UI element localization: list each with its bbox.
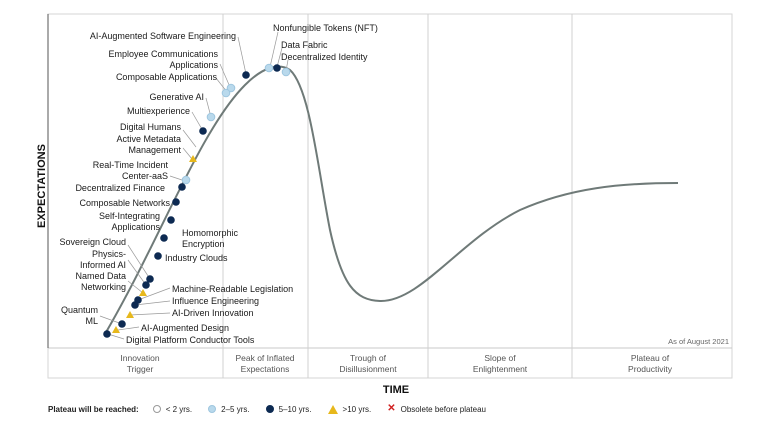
technology-labels: Nonfungible Tokens (NFT) Data Fabric Dec…: [59, 23, 377, 345]
marker-generative-ai[interactable]: [221, 88, 231, 98]
marker-real-time-incident[interactable]: [181, 175, 191, 185]
marker-multiexperience[interactable]: [206, 112, 216, 122]
label-physics-informed-2: Informed AI: [80, 260, 126, 270]
label-multiexperience: Multiexperience: [127, 106, 190, 116]
label-decentralized-finance: Decentralized Finance: [75, 183, 165, 193]
label-sovereign-cloud: Sovereign Cloud: [59, 237, 126, 247]
marker-influence-engineering[interactable]: [131, 301, 139, 309]
hype-curve: [104, 65, 679, 335]
label-ai-augmented-design: AI-Augmented Design: [141, 323, 229, 333]
label-digital-humans: Digital Humans: [120, 122, 182, 132]
label-active-metadata-2: Management: [128, 145, 181, 155]
legend-item-5-10: 5–10 yrs.: [265, 404, 312, 414]
phase-innovation-trigger-2: Trigger: [127, 364, 154, 374]
open-circle-icon: [152, 405, 161, 413]
as-of-note: As of August 2021: [668, 337, 729, 346]
marker-nft[interactable]: [264, 63, 274, 73]
phase-trough-2: Disillusionment: [339, 364, 397, 374]
label-self-integrating-1: Self-Integrating: [99, 211, 160, 221]
label-employee-communications-2: Applications: [169, 60, 218, 70]
label-homomorphic-1: Homomorphic: [182, 228, 239, 238]
marker-digital-platform-conductor[interactable]: [112, 326, 120, 333]
label-real-time-incident-1: Real-Time Incident: [93, 160, 169, 170]
marker-ai-augmented-design[interactable]: [118, 320, 126, 328]
legend-item-gt10: >10 yrs.: [327, 404, 372, 414]
marker-industry-clouds[interactable]: [154, 252, 162, 260]
phase-slope-1: Slope of: [484, 353, 516, 363]
label-employee-communications-1: Employee Communications: [108, 49, 218, 59]
label-ai-driven-innovation: AI-Driven Innovation: [172, 308, 254, 318]
phase-peak-2: Expectations: [241, 364, 290, 374]
technology-markers: [103, 63, 291, 338]
legend-title: Plateau will be reached:: [48, 404, 139, 414]
label-influence-engineering: Influence Engineering: [172, 296, 259, 306]
legend: Plateau will be reached: < 2 yrs. 2–5 yr…: [48, 402, 502, 416]
label-homomorphic-2: Encryption: [182, 239, 225, 249]
label-quantum-ml-1: Quantum: [61, 305, 98, 315]
phase-peak-1: Peak of Inflated: [235, 353, 294, 363]
marker-sovereign-cloud[interactable]: [146, 275, 154, 283]
phase-plateau-2: Productivity: [628, 364, 673, 374]
label-industry-clouds: Industry Clouds: [165, 253, 228, 263]
phase-innovation-trigger-1: Innovation: [120, 353, 159, 363]
label-quantum-ml-2: ML: [85, 316, 98, 326]
marker-decentralized-identity[interactable]: [281, 67, 291, 77]
label-generative-ai: Generative AI: [149, 92, 204, 102]
legend-item-lt2: < 2 yrs.: [152, 404, 193, 414]
phase-labels: Innovation Trigger Peak of Inflated Expe…: [120, 353, 672, 374]
legend-label-2-5: 2–5 yrs.: [221, 404, 250, 414]
marker-composable-applications[interactable]: [242, 71, 250, 79]
label-ai-augmented-software-engineering: AI-Augmented Software Engineering: [90, 31, 236, 41]
light-blue-circle-icon: [208, 405, 217, 413]
phase-plateau-1: Plateau of: [631, 353, 670, 363]
marker-active-metadata[interactable]: [189, 155, 197, 162]
red-x-icon: ✕: [387, 403, 396, 414]
label-self-integrating-2: Applications: [111, 222, 160, 232]
marker-physics-informed-ai[interactable]: [142, 281, 150, 289]
label-nft: Nonfungible Tokens (NFT): [273, 23, 378, 33]
legend-item-obsolete: ✕ Obsolete before plateau: [387, 403, 487, 414]
marker-digital-humans[interactable]: [199, 127, 207, 135]
label-composable-applications: Composable Applications: [116, 72, 218, 82]
marker-composable-networks[interactable]: [172, 198, 180, 206]
phase-slope-2: Enlightenment: [473, 364, 528, 374]
y-axis-title: EXPECTATIONS: [36, 144, 48, 228]
marker-decentralized-finance[interactable]: [178, 183, 186, 191]
marker-employee-communications[interactable]: [226, 83, 236, 93]
label-named-data-2: Networking: [81, 282, 126, 292]
label-named-data-1: Named Data: [75, 271, 126, 281]
marker-named-data-networking[interactable]: [139, 289, 147, 296]
legend-item-2-5: 2–5 yrs.: [208, 404, 250, 414]
marker-self-integrating[interactable]: [167, 216, 175, 224]
label-active-metadata-1: Active Metadata: [116, 134, 181, 144]
label-real-time-incident-2: Center-aaS: [122, 171, 168, 181]
marker-quantum-ml[interactable]: [103, 330, 111, 338]
label-composable-networks: Composable Networks: [79, 198, 170, 208]
label-physics-informed-1: Physics-: [92, 249, 126, 259]
label-digital-platform-conductor: Digital Platform Conductor Tools: [126, 335, 255, 345]
dark-blue-circle-icon: [265, 405, 274, 413]
legend-label-5-10: 5–10 yrs.: [278, 404, 312, 414]
label-decentralized-identity: Decentralized Identity: [281, 52, 368, 62]
label-data-fabric: Data Fabric: [281, 40, 328, 50]
phase-trough-1: Trough of: [350, 353, 387, 363]
marker-ai-driven-innovation[interactable]: [126, 311, 134, 318]
legend-label-obsolete: Obsolete before plateau: [400, 404, 487, 414]
yellow-triangle-icon: [327, 404, 338, 414]
legend-label-gt10: >10 yrs.: [342, 404, 372, 414]
x-axis-title: TIME: [383, 384, 409, 396]
legend-label-lt2: < 2 yrs.: [165, 404, 193, 414]
marker-homomorphic-encryption[interactable]: [160, 234, 168, 242]
marker-data-fabric[interactable]: [273, 64, 281, 72]
label-machine-readable-legislation: Machine-Readable Legislation: [172, 284, 293, 294]
